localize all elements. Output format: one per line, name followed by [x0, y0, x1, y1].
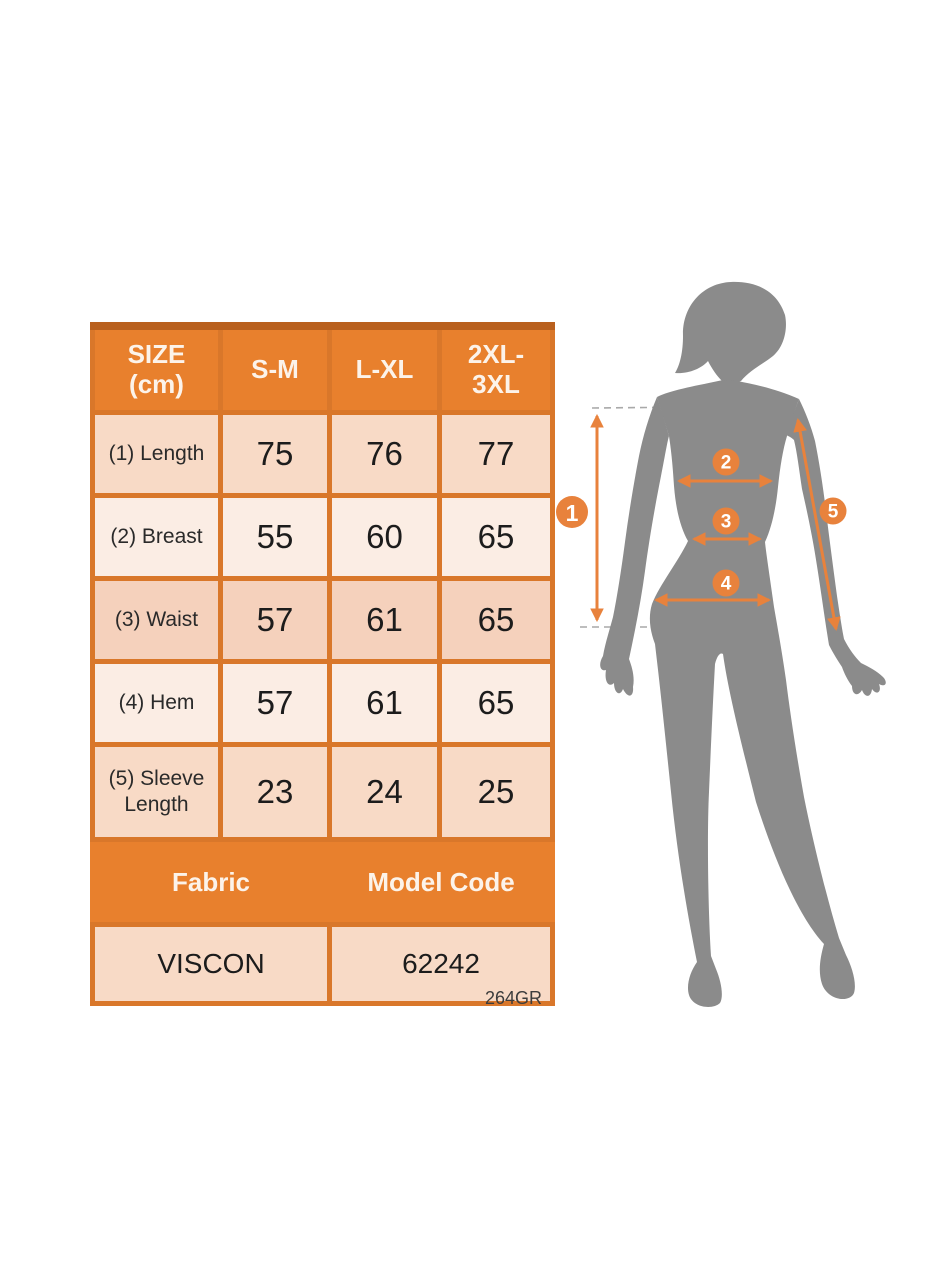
measurement-value: 65 [437, 659, 555, 747]
silhouette-body [649, 380, 855, 1007]
measurement-label: (4) Hem [90, 659, 223, 747]
size-unit-header: SIZE (cm) [90, 323, 223, 415]
measurement-value: 57 [218, 576, 332, 664]
marker-circle-5 [819, 497, 847, 525]
size-chart-table: SIZE (cm) S-M L-XL 2XL-3XL (1) Length 75… [90, 322, 555, 1006]
silhouette-head [675, 281, 786, 383]
measurement-value: 23 [218, 742, 332, 842]
measurement-value: 55 [218, 493, 332, 581]
table-row-waist: (3) Waist 57 61 65 [90, 576, 555, 664]
marker-number-1: 1 [566, 500, 579, 526]
woman-silhouette [600, 281, 886, 1007]
marker-number-2: 2 [721, 453, 732, 474]
table-row-breast: (2) Breast 55 60 65 [90, 493, 555, 581]
fabric-header-row: Fabric Model Code [90, 837, 555, 927]
measurement-value: 57 [218, 659, 332, 747]
silhouette-left-arm [600, 397, 669, 696]
table-row-length: (1) Length 75 76 77 [90, 410, 555, 498]
measurement-value: 61 [327, 659, 442, 747]
measurement-value: 24 [327, 742, 442, 842]
measurement-value: 60 [327, 493, 442, 581]
marker-circle-2 [712, 448, 740, 476]
fabric-header-cell: Fabric [90, 837, 332, 927]
measurement-markers: 1 2 3 4 5 [556, 448, 847, 597]
measurement-label: (1) Length [90, 410, 223, 498]
table-row-hem: (4) Hem 57 61 65 [90, 659, 555, 747]
col-header-l-xl: L-XL [327, 323, 442, 415]
measurement-value: 76 [327, 410, 442, 498]
model-code-header-cell: Model Code [327, 837, 555, 927]
marker-circle-4 [712, 569, 740, 597]
measurement-label: (2) Breast [90, 493, 223, 581]
marker-number-5: 5 [828, 502, 839, 523]
col-header-2xl-3xl: 2XL-3XL [437, 323, 555, 415]
col-header-s-m: S-M [218, 323, 332, 415]
sleeve-arrow [793, 417, 841, 632]
model-code-value-cell: 62242 [327, 922, 555, 1006]
marker-number-3: 3 [721, 512, 732, 533]
fabric-value-row: VISCON 62242 [90, 922, 555, 1006]
header-row: SIZE (cm) S-M L-XL 2XL-3XL [90, 323, 555, 415]
measurement-label: (3) Waist [90, 576, 223, 664]
marker-circle-1 [556, 496, 588, 528]
marker-number-4: 4 [721, 574, 732, 595]
measurement-value: 61 [327, 576, 442, 664]
measurement-arrows [590, 413, 841, 632]
measurement-label: (5) Sleeve Length [90, 742, 223, 842]
measurement-value: 65 [437, 493, 555, 581]
marker-circle-3 [712, 507, 740, 535]
fabric-value-cell: VISCON [90, 922, 332, 1006]
body-measurement-figure: 1 2 3 4 5 [556, 281, 886, 1007]
measurement-value: 65 [437, 576, 555, 664]
measurement-value: 77 [437, 410, 555, 498]
weight-note: 264GR [484, 988, 542, 1008]
measurement-value: 75 [218, 410, 332, 498]
table-row-sleeve-length: (5) Sleeve Length 23 24 25 [90, 742, 555, 842]
measurement-value: 25 [437, 742, 555, 842]
